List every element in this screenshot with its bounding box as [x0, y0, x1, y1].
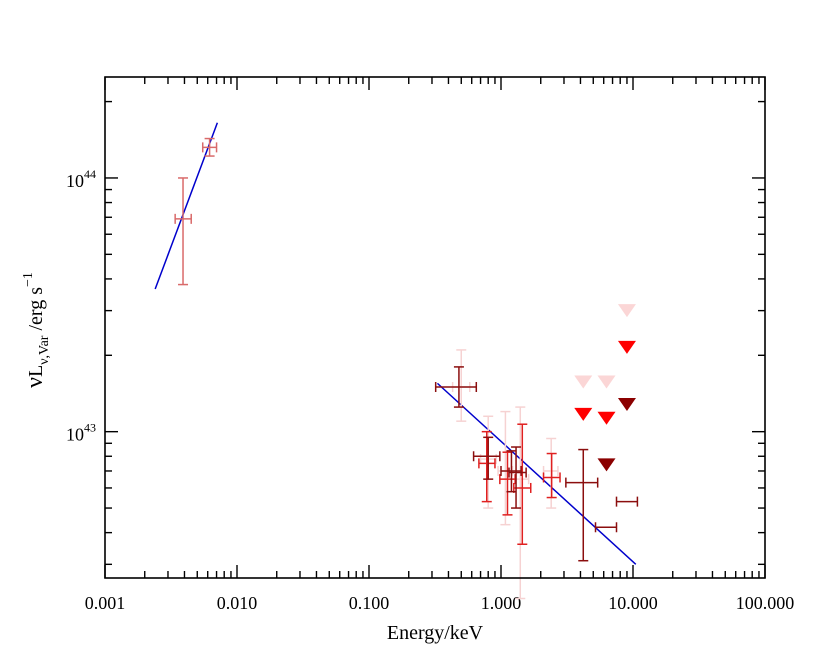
upper-limit-marker — [574, 375, 593, 389]
data-point — [542, 452, 561, 499]
upper-limit-marker — [617, 304, 636, 318]
upper-limit-marker — [617, 397, 636, 411]
y-tick-label: 1044 — [66, 167, 96, 191]
fit-lines — [154, 122, 637, 565]
upper-limits — [574, 304, 636, 472]
data-point — [500, 450, 522, 493]
upper-limit-marker — [574, 407, 593, 421]
fit-line — [154, 122, 219, 290]
x-tick-label: 1.000 — [481, 593, 522, 613]
data-point — [508, 446, 527, 509]
upper-limit-marker — [617, 340, 636, 354]
data-point — [499, 451, 516, 516]
data-point — [201, 137, 218, 157]
x-tick-label: 0.010 — [217, 593, 258, 613]
y-tick-label: 1043 — [66, 421, 96, 445]
data-point — [478, 430, 496, 503]
data-point — [594, 522, 618, 533]
y-axis-label-nu: ν — [22, 377, 48, 388]
fit-line — [436, 382, 637, 565]
data-point — [174, 177, 192, 286]
plot-frame — [104, 76, 766, 579]
y-axis-label: νLν,Var /erg s−1 — [21, 272, 52, 388]
y-axis-label-unit: /erg s — [25, 287, 47, 336]
x-axis-label: Energy/keV — [387, 622, 484, 644]
data-point — [565, 448, 599, 562]
x-tick-label: 10.000 — [608, 593, 658, 613]
axis-ticks — [104, 77, 766, 578]
y-axis-label-sub: ν,Var — [37, 335, 52, 365]
data-point — [513, 423, 532, 545]
error-bars — [174, 137, 639, 600]
data-point — [472, 436, 501, 480]
x-tick-label: 100.000 — [736, 593, 795, 613]
data-point — [615, 496, 639, 507]
x-tick-label: 0.001 — [85, 593, 126, 613]
y-axis-label-sup: −1 — [21, 272, 36, 287]
upper-limit-marker — [597, 458, 616, 472]
upper-limit-marker — [597, 411, 616, 425]
upper-limit-marker — [597, 375, 616, 389]
y-axis-label-L: L — [25, 365, 47, 377]
y-tick-exp: 43 — [84, 421, 96, 435]
tick-labels: 0.001 0.010 0.100 1.000 10.000 100.0001043104… — [66, 167, 794, 613]
y-tick-exp: 44 — [84, 167, 96, 181]
y-tick-base: 10 — [66, 425, 84, 445]
data-point — [497, 410, 514, 526]
data-point — [510, 406, 530, 600]
x-tick-label: 0.100 — [349, 593, 390, 613]
data-point — [434, 366, 478, 408]
y-tick-base: 10 — [66, 171, 84, 191]
